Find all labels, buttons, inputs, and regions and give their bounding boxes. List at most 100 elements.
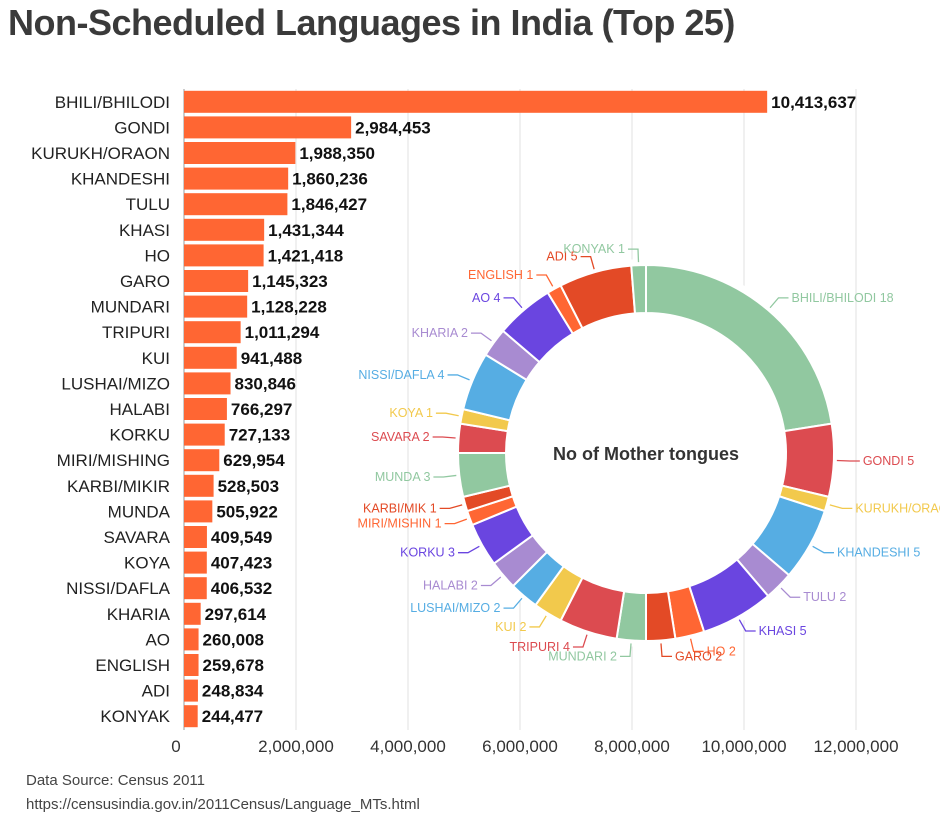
- x-axis-ticks: 0 2,000,000 4,000,000 6,000,000 8,000,000 10,…: [171, 737, 898, 756]
- bar-category-label: MIRI/MISHING: [57, 451, 170, 470]
- bar: [184, 90, 768, 113]
- bar: [184, 270, 249, 292]
- donut-leader-line: [503, 597, 523, 609]
- bar-value-label: 409,549: [211, 528, 272, 547]
- bar: [184, 116, 352, 139]
- donut-background: [452, 259, 840, 647]
- bar-category-label: KHANDESHI: [71, 170, 170, 189]
- donut-leader-line: [780, 587, 801, 598]
- x-tick-label: 6,000,000: [482, 737, 558, 756]
- bar: [184, 321, 241, 344]
- bar: [184, 577, 207, 600]
- donut-label: BHILI/BHILODI 18: [791, 291, 893, 305]
- donut-label: MUNDARI 2: [548, 649, 617, 663]
- bar: [184, 167, 289, 190]
- bar-value-label: 1,988,350: [299, 144, 375, 163]
- bar-category-label: GARO: [120, 272, 170, 291]
- bar-value-label: 1,145,323: [252, 272, 328, 291]
- donut-center-label: No of Mother tongues: [553, 444, 739, 464]
- donut-leader-line: [435, 412, 459, 417]
- bar: [184, 193, 288, 216]
- donut-leader-line: [619, 643, 632, 658]
- bar-category-label: KUI: [142, 349, 170, 368]
- donut-leader-line: [580, 256, 595, 270]
- bar-value-label: 629,954: [223, 451, 285, 470]
- donut-leader-line: [447, 374, 470, 381]
- bar-value-label: 2,984,453: [355, 118, 431, 137]
- bar-value-label: 1,860,236: [292, 170, 368, 189]
- bar-category-label: NISSI/DAFLA: [66, 579, 171, 598]
- bar-value-label: 259,678: [203, 656, 264, 675]
- bar-value-label: 941,488: [241, 349, 302, 368]
- bar-category-label: KURUKH/ORAON: [31, 144, 170, 163]
- donut-chart: [456, 263, 835, 643]
- donut-label: HO 2: [707, 644, 736, 658]
- donut-label: SAVARA 2: [371, 430, 430, 444]
- x-tick-label: 8,000,000: [594, 737, 670, 756]
- bar-category-label: KOYA: [124, 554, 171, 573]
- bar-category-label: KONYAK: [100, 707, 170, 726]
- bar-category-label: BHILI/BHILODI: [55, 93, 170, 112]
- donut-slice: [630, 263, 647, 315]
- donut-leader-line: [738, 619, 756, 632]
- donut-leader-line: [836, 459, 860, 462]
- bar-value-label: 10,413,637: [771, 93, 856, 112]
- donut-leader-line: [439, 504, 463, 510]
- bar-value-label: 1,128,228: [251, 298, 327, 317]
- bar-value-label: 528,503: [218, 477, 279, 496]
- bar: [184, 654, 199, 676]
- donut-label: GARO 2: [675, 649, 722, 663]
- bar-category-label: KARBI/MIKIR: [67, 477, 170, 496]
- bar-category-label: KHASI: [119, 221, 170, 240]
- donut-label: TRIPURI 4: [510, 640, 570, 654]
- donut-leader-line: [503, 297, 523, 309]
- bar-value-label: 406,532: [211, 579, 272, 598]
- bar-category-label: ENGLISH: [95, 656, 170, 675]
- source-url: https://censusindia.gov.in/2011Census/La…: [26, 796, 420, 813]
- donut-label: TULU 2: [803, 590, 846, 604]
- bar-category-label: TRIPURI: [102, 323, 170, 342]
- bar-value-label: 830,846: [235, 374, 296, 393]
- bar-category-label: GONDI: [114, 118, 170, 137]
- bar-category-label: SAVARA: [104, 528, 171, 547]
- x-tick-label: 4,000,000: [370, 737, 446, 756]
- bar: [184, 142, 296, 164]
- donut-leader-line: [572, 634, 588, 648]
- donut-label: LUSHAI/MIZO 2: [410, 601, 500, 615]
- bar: [184, 372, 231, 395]
- bar: [184, 346, 237, 369]
- bar-series: [184, 90, 768, 728]
- bar: [184, 423, 225, 446]
- donut-slice: [780, 422, 835, 499]
- donut-label: KONYAK 1: [563, 242, 625, 256]
- bar-category-label: TULU: [126, 195, 170, 214]
- bar-value-label: 407,423: [211, 554, 272, 573]
- bar: [184, 526, 207, 548]
- bar: [184, 218, 265, 241]
- donut-leader-line: [769, 297, 789, 309]
- bar-value-label: 260,008: [203, 630, 264, 649]
- bar-value-label: 1,846,427: [291, 195, 367, 214]
- bar-value-label: 297,614: [205, 605, 267, 624]
- donut-label: KHASI 5: [759, 624, 807, 638]
- donut-label: KHANDESHI 5: [837, 546, 920, 560]
- bar-value-label: 727,133: [229, 426, 290, 445]
- donut-label: MUNDA 3: [375, 470, 431, 484]
- donut-label: AO 4: [472, 291, 501, 305]
- bar-value-label: 505,922: [216, 502, 277, 521]
- donut-label: KUI 2: [495, 620, 526, 634]
- donut-leader-line: [444, 518, 468, 525]
- donut-leader-line: [529, 615, 547, 628]
- donut-leader-line: [536, 274, 554, 287]
- bar-category-label: LUSHAI/MIZO: [61, 374, 170, 393]
- bar-category-labels: BHILI/BHILODI GONDI KURUKH/ORAON KHANDESHI T…: [31, 93, 171, 726]
- source-note: Data Source: Census 2011: [26, 772, 205, 789]
- donut-leader-line: [689, 638, 704, 653]
- chart-title: Non-Scheduled Languages in India (Top 25…: [8, 2, 735, 43]
- x-tick-label: 12,000,000: [813, 737, 898, 756]
- donut-labels: BHILI/BHILODI 18 GONDI 5 KURUKH/ORAO 1 KHAN…: [358, 242, 940, 663]
- donut-leader-line: [627, 248, 640, 263]
- donut-label: ADI 5: [546, 250, 577, 264]
- donut-label: KURUKH/ORAO 1: [855, 501, 940, 515]
